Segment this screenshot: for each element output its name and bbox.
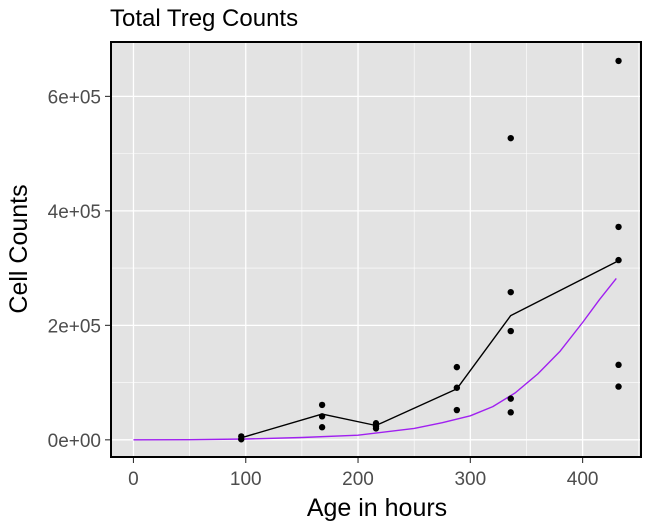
- y-tick-labels: 0e+00 2e+05 4e+05 6e+05: [48, 87, 101, 451]
- x-tick-label: 300: [454, 469, 486, 490]
- plot-panel: [111, 42, 641, 457]
- x-tick-labels: 0 100 200 300 400: [128, 469, 598, 490]
- x-axis-title: Age in hours: [307, 494, 447, 522]
- data-point: [453, 406, 461, 414]
- data-point: [615, 383, 622, 390]
- y-tick-label: 6e+05: [48, 87, 101, 108]
- x-tick-label: 200: [342, 469, 374, 490]
- x-tick-label: 100: [230, 469, 262, 490]
- data-point: [507, 134, 514, 142]
- data-point: [507, 288, 514, 296]
- data-point: [453, 384, 461, 391]
- series-layer: [133, 260, 619, 441]
- data-point: [238, 436, 245, 443]
- y-tick-label: 4e+05: [48, 202, 101, 223]
- data-point: [318, 424, 326, 431]
- minor-gridlines: [111, 42, 641, 457]
- y-tick-label: 2e+05: [48, 316, 101, 337]
- mean-line: [241, 260, 619, 439]
- data-point: [615, 361, 622, 369]
- x-tick-label: 0: [128, 469, 139, 490]
- data-point: [615, 57, 622, 65]
- data-point: [453, 363, 461, 371]
- axis-ticks: [105, 95, 584, 463]
- data-point: [318, 401, 326, 409]
- data-point: [507, 409, 514, 416]
- chart-title: Total Treg Counts: [110, 5, 298, 32]
- y-axis-title: Cell Counts: [5, 184, 33, 313]
- data-point: [318, 413, 326, 420]
- data-point: [372, 425, 380, 432]
- x-tick-label: 400: [567, 469, 599, 490]
- data-point: [507, 395, 514, 402]
- data-point: [507, 327, 514, 335]
- model-curve: [133, 277, 617, 441]
- data-points: [238, 57, 622, 443]
- data-point: [615, 223, 622, 231]
- data-point: [615, 256, 622, 264]
- y-tick-label: 0e+00: [48, 431, 101, 452]
- plot-frame: [110, 41, 642, 458]
